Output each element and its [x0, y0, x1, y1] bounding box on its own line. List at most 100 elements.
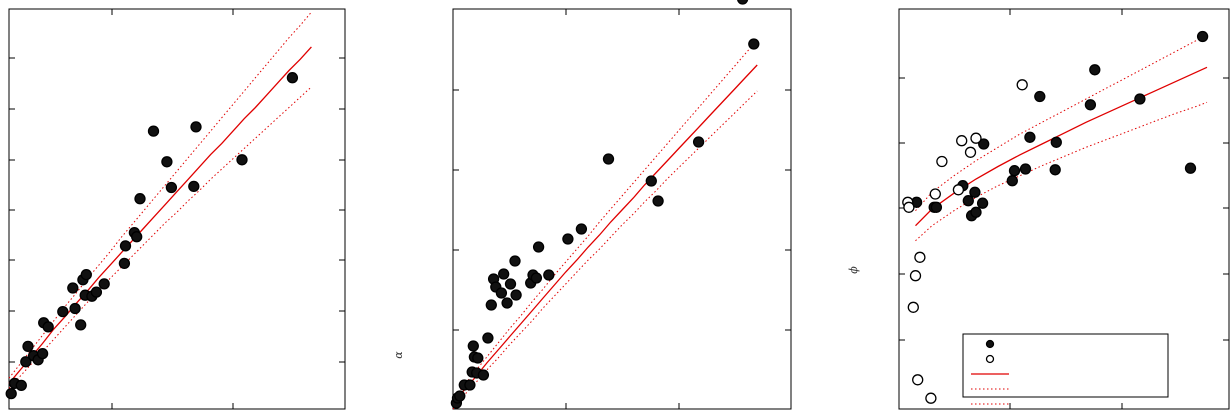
fit-line	[8, 46, 312, 384]
data-point-filled	[165, 181, 178, 194]
scatter-panel-middle: α	[392, 0, 792, 410]
data-point-open	[914, 251, 926, 263]
data-point-filled	[477, 369, 490, 381]
data-point-filled	[1049, 164, 1061, 176]
data-point-filled	[286, 72, 299, 84]
plot-frame	[8, 8, 346, 410]
y-axis-label: α	[392, 351, 405, 359]
data-point-filled	[543, 269, 555, 281]
data-point-filled	[1134, 93, 1146, 105]
data-point-filled	[22, 340, 34, 353]
data-point-filled	[464, 379, 476, 391]
plot-frame	[452, 8, 792, 410]
data-point-filled	[602, 153, 615, 165]
data-point-filled	[1084, 99, 1097, 111]
data-point-filled	[970, 206, 982, 218]
data-point-filled	[67, 282, 79, 294]
data-point-filled	[530, 272, 543, 284]
data-point-filled	[90, 286, 103, 298]
data-point-filled	[1089, 64, 1101, 76]
data-point-filled	[1184, 162, 1197, 174]
data-point-filled	[36, 347, 49, 360]
data-point-filled	[472, 352, 484, 364]
data-point-filled	[80, 268, 92, 281]
data-point-filled	[532, 241, 545, 253]
data-point-open	[936, 155, 948, 168]
data-point-open	[1016, 79, 1028, 91]
data-point-filled	[236, 154, 248, 166]
data-point-open	[929, 188, 941, 200]
data-point-filled	[15, 379, 27, 392]
data-point-filled	[482, 332, 494, 344]
data-point-filled	[501, 297, 513, 309]
confidence-band-line	[8, 86, 312, 389]
data-point-filled	[652, 195, 664, 207]
scatter-panel-left	[5, 8, 346, 410]
data-point-filled	[485, 299, 497, 311]
data-point-filled	[20, 356, 32, 368]
data-point-filled	[147, 125, 160, 137]
data-point-filled	[645, 175, 657, 187]
data-point-filled	[962, 195, 974, 207]
data-point-filled	[190, 121, 202, 133]
data-point-filled	[495, 287, 508, 299]
data-point-open	[952, 184, 965, 196]
y-axis-label: ϕ	[847, 266, 860, 274]
legend-box	[962, 333, 1169, 398]
fit-line	[915, 66, 1208, 227]
data-point-open	[912, 374, 924, 386]
data-point-filled	[575, 223, 588, 235]
data-point-filled	[98, 278, 110, 290]
fit-line	[452, 64, 758, 405]
data-point-filled	[498, 268, 510, 280]
data-point-filled	[42, 321, 54, 333]
data-point-filled	[1050, 136, 1062, 148]
data-point-filled	[692, 136, 705, 148]
legend	[962, 333, 1169, 405]
data-point-filled	[978, 138, 990, 150]
data-point-filled	[510, 289, 522, 301]
data-point-filled	[75, 319, 87, 331]
data-point-filled	[454, 390, 466, 402]
data-point-filled	[1006, 175, 1018, 187]
confidence-band-line	[8, 11, 312, 379]
legend-marker	[985, 339, 995, 349]
data-point-filled	[562, 233, 574, 245]
plot-frame	[898, 8, 1230, 410]
data-point-filled	[1019, 163, 1032, 175]
data-point-filled	[118, 257, 131, 270]
data-point-filled	[131, 231, 143, 243]
data-point-filled	[1034, 90, 1046, 103]
data-point-open	[903, 201, 915, 213]
data-point-open	[925, 392, 937, 404]
data-point-open	[964, 146, 977, 158]
confidence-band-line	[452, 90, 758, 410]
data-point-open	[970, 132, 982, 144]
legend-marker	[985, 354, 995, 364]
data-point-open	[956, 135, 968, 147]
data-point-filled	[930, 201, 943, 213]
data-point-filled	[69, 302, 81, 315]
data-point-filled	[1024, 131, 1036, 143]
data-point-filled	[969, 186, 981, 198]
data-point-filled	[509, 255, 521, 267]
data-point-filled	[504, 278, 517, 290]
data-point-filled	[976, 197, 989, 209]
data-point-filled	[467, 340, 479, 352]
data-point-open	[909, 270, 922, 282]
data-point-filled	[188, 180, 200, 193]
data-point-filled	[748, 38, 760, 50]
data-point-filled	[57, 305, 69, 318]
data-point-filled	[161, 156, 173, 168]
scatter-panel-right: ϕ	[847, 8, 1230, 410]
confidence-band-line	[915, 101, 1208, 242]
confidence-band-line	[915, 33, 1208, 212]
data-point-filled	[1008, 165, 1021, 177]
data-point-open	[907, 301, 919, 313]
data-point-filled	[5, 387, 17, 400]
data-point-filled	[1196, 30, 1209, 43]
data-point-filled	[737, 0, 749, 5]
data-point-filled	[119, 240, 132, 252]
data-point-filled	[134, 193, 146, 205]
